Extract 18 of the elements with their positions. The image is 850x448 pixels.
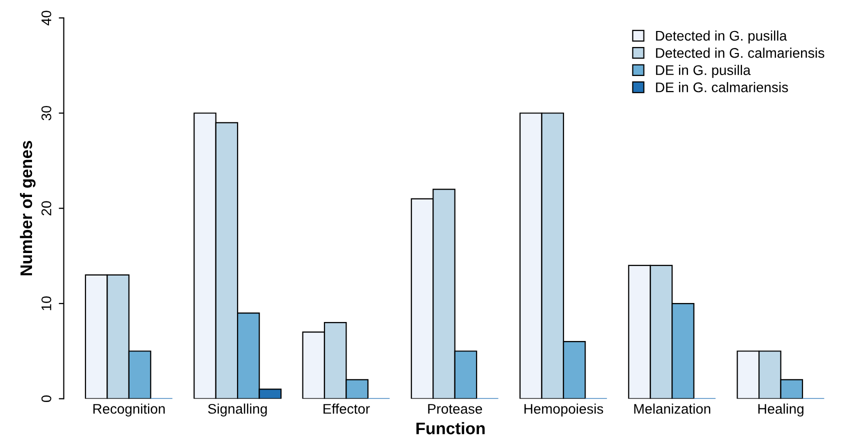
legend-label: DE in G. calmariensis — [656, 82, 788, 92]
x-tick-label: Healing — [758, 404, 804, 417]
y-tick-label: 30 — [41, 106, 52, 120]
x-tick-label: Signalling — [208, 404, 267, 417]
x-tick-label: Melanization — [634, 404, 710, 414]
legend-label: Detected in G. pusilla — [656, 30, 787, 44]
legend-label: DE in G. pusilla — [656, 64, 751, 78]
y-axis-title: Number of genes — [20, 140, 36, 276]
x-tick-label: Hemopoiesis — [524, 404, 604, 417]
x-tick-label: Recognition — [93, 404, 165, 417]
y-tick-label: 10 — [41, 296, 52, 310]
x-tick-label: Effector — [324, 404, 370, 414]
legend-label: Detected in G. calmariensis — [656, 48, 824, 58]
y-tick-label: 40 — [41, 10, 52, 26]
y-tick-label: 20 — [41, 201, 52, 216]
y-tick-label: 0 — [41, 395, 52, 402]
x-axis-title: Function — [416, 422, 485, 434]
x-tick-label: Protease — [428, 404, 482, 414]
